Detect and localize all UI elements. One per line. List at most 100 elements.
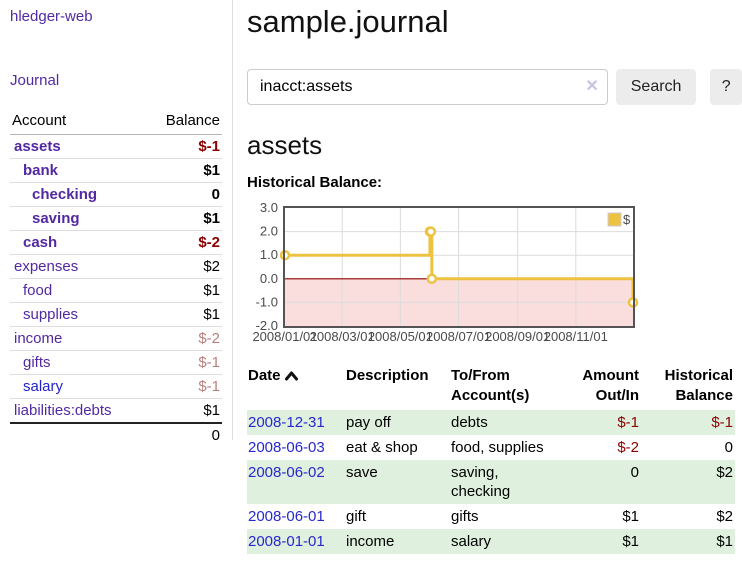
x-tick-label: 2008/07/01 [426,329,491,344]
account-balance: $-2 [144,326,222,351]
account-balance: $-1 [144,350,222,375]
y-tick-label: 3.0 [260,200,278,215]
account-name-cell: supplies [10,302,145,327]
transaction-row: 2008-12-31 pay off debts $-1 $-1 [247,410,735,435]
date-cell: 2008-06-03 [247,435,345,460]
account-link[interactable]: checking [32,186,98,203]
accounts-header-row: Account Balance [10,108,222,135]
amount-cell: $1 [622,533,639,550]
sidebar-item-journal[interactable]: Journal [10,72,60,89]
amount-cell: $-2 [617,439,639,456]
account-balance: $-2 [144,230,222,255]
amount-cell: $-1 [617,414,639,431]
balance-cell: $2 [716,508,733,525]
column-header-description: Description [346,367,429,384]
account-name-cell: assets [10,135,145,159]
account-heading: assets [247,130,323,160]
y-tick-label: -1.0 [256,294,278,309]
balance-cell: $2 [716,464,733,481]
historical-balance-chart: $3.0 2.0 1.0 0.0 -1.0 -2.0 2008/01/01 2008/03/0… [247,200,742,346]
account-link[interactable]: cash [23,234,58,251]
balance-cell: $-1 [711,414,733,431]
account-link[interactable]: assets [14,138,61,155]
search-button[interactable]: Search [615,69,697,105]
x-tick-label: 2008/09/01 [485,329,550,344]
chart-title: Historical Balance: [247,174,383,191]
plot-border [283,206,635,328]
account-name-cell: cash [10,230,145,255]
accounts-cell: saving, checking [451,464,511,500]
account-link[interactable]: supplies [23,306,79,323]
x-tick-label: 2008/05/01 [368,329,433,344]
account-name-cell: income [10,326,145,351]
account-balance: 0 [144,182,222,207]
accounts-cell: salary [451,533,492,550]
account-row: income $-2 [10,326,222,351]
account-name-cell: food [10,278,145,303]
accounts-cell: gifts [451,508,479,525]
account-balance: $-1 [144,374,222,399]
date-cell: 2008-01-01 [247,529,345,554]
account-balance: $1 [144,206,222,231]
account-row: supplies $1 [10,302,222,327]
y-tick-label: 1.0 [260,247,278,262]
y-tick-label: 0.0 [260,271,278,286]
accounts-table: Account Balance assets $-1 bank $1 checking 0… [10,108,222,447]
clear-search-icon[interactable]: ✕ [585,78,599,95]
page-title: sample.journal [247,4,449,39]
description-cell: pay off [346,414,391,431]
account-link[interactable]: expenses [14,258,79,275]
data-point-marker [425,226,437,237]
transaction-date-link[interactable]: 2008-06-03 [248,439,325,456]
date-cell: 2008-12-31 [247,410,345,435]
description-cell: save [346,464,378,481]
account-row: expenses $2 [10,254,222,279]
column-header-date[interactable]: Date [247,364,345,410]
account-link[interactable]: food [23,282,53,299]
accounts-header-account: Account [10,108,145,135]
transaction-date-link[interactable]: 2008-01-01 [248,533,325,550]
account-link[interactable]: salary [23,378,64,395]
column-header-balance: Historical Balance [664,367,733,404]
account-link[interactable]: income [14,330,63,347]
account-balance: $1 [144,398,222,423]
transaction-date-link[interactable]: 2008-06-02 [248,464,325,481]
account-name-cell: bank [10,158,145,183]
x-tick-label: 2008/01/01 [252,329,317,344]
column-header-amount: Amount Out/In [582,367,639,404]
app-brand-link[interactable]: hledger-web [10,8,93,25]
account-row: food $1 [10,278,222,303]
x-tick-label: 2008/11/01 [544,329,608,344]
search-input[interactable] [247,69,608,105]
account-link[interactable]: saving [32,210,80,227]
amount-cell: $1 [622,508,639,525]
chart-svg: $3.0 2.0 1.0 0.0 -1.0 -2.02008/01/012008/03/0… [252,200,639,344]
balance-cell: $1 [716,533,733,550]
description-cell: eat & shop [346,439,418,456]
transaction-date-link[interactable]: 2008-06-01 [248,508,325,525]
account-name-cell: checking [10,182,145,207]
account-row: gifts $-1 [10,350,222,375]
account-link[interactable]: liabilities:debts [14,402,112,419]
account-name-cell: gifts [10,350,145,375]
transaction-date-link[interactable]: 2008-12-31 [248,414,325,431]
data-point-marker [426,273,438,285]
account-name-cell: liabilities:debts [10,398,145,423]
y-tick-label: 2.0 [260,224,278,239]
balance-cell: 0 [724,439,733,456]
account-balance: $1 [144,278,222,303]
account-name-cell: salary [10,374,145,399]
account-link[interactable]: bank [23,162,59,179]
help-button[interactable]: ? [710,69,742,105]
account-row: bank $1 [10,158,222,183]
legend-label: $ [623,212,631,227]
account-row: checking 0 [10,182,222,207]
legend-swatch [607,212,622,227]
transaction-row: 2008-06-03 eat & shop food, supplies $-2 0 [247,435,735,460]
register-table: Date Description To/From Account(s) Amou… [247,364,735,554]
date-cell: 2008-06-02 [247,460,345,504]
amount-cell: 0 [630,464,639,481]
account-link[interactable]: gifts [23,354,51,371]
account-name-cell: expenses [10,254,145,279]
account-balance: $2 [144,254,222,279]
